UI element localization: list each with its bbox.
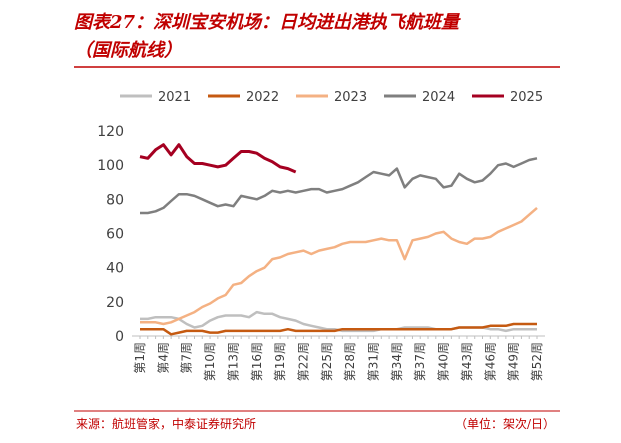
chart-title: （国际航线） <box>74 40 182 61</box>
x-tick-label: 第22周 <box>296 342 310 381</box>
y-tick-label: 0 <box>115 329 124 345</box>
series-line <box>140 206 538 326</box>
y-tick-label: 20 <box>106 295 124 311</box>
x-tick-label: 第46周 <box>483 342 497 381</box>
x-tick-label: 第13周 <box>226 342 240 381</box>
legend-label: 2022 <box>246 90 279 105</box>
source: 来源：航班管家，中泰证券研究所 <box>76 416 256 431</box>
chart-title: 图表27：深圳宝安机场：日均进出港执飞航班量 <box>74 12 461 33</box>
x-tick-label: 第10周 <box>203 342 217 381</box>
x-tick-label: 第28周 <box>343 342 357 381</box>
series-line <box>140 157 538 215</box>
x-tick-label: 第25周 <box>320 342 334 381</box>
series-line <box>139 143 297 174</box>
x-tick-label: 第43周 <box>460 342 474 381</box>
series-line <box>140 322 537 336</box>
y-tick-label: 60 <box>106 227 124 243</box>
legend-label: 2025 <box>510 90 543 105</box>
unit-note: （单位：架次/日） <box>455 416 555 431</box>
x-tick-label: 第40周 <box>437 342 451 381</box>
x-tick-label: 第7周 <box>180 342 194 374</box>
x-tick-label: 第31周 <box>367 342 381 381</box>
y-tick-label: 80 <box>106 192 124 208</box>
legend-label: 2021 <box>158 90 191 105</box>
x-tick-label: 第49周 <box>507 342 521 381</box>
y-tick-label: 100 <box>97 158 124 174</box>
legend-label: 2023 <box>334 90 367 105</box>
x-tick-label: 第52周 <box>530 342 544 381</box>
x-tick-label: 第34周 <box>390 342 404 381</box>
x-tick-label: 第37周 <box>413 342 427 381</box>
x-tick-label: 第4周 <box>156 342 170 374</box>
x-tick-label: 第1周 <box>133 342 147 374</box>
x-tick-label: 第16周 <box>250 342 264 381</box>
legend-label: 2024 <box>422 90 455 105</box>
y-tick-label: 40 <box>106 261 124 277</box>
x-tick-label: 第19周 <box>273 342 287 381</box>
y-tick-label: 120 <box>97 124 124 140</box>
